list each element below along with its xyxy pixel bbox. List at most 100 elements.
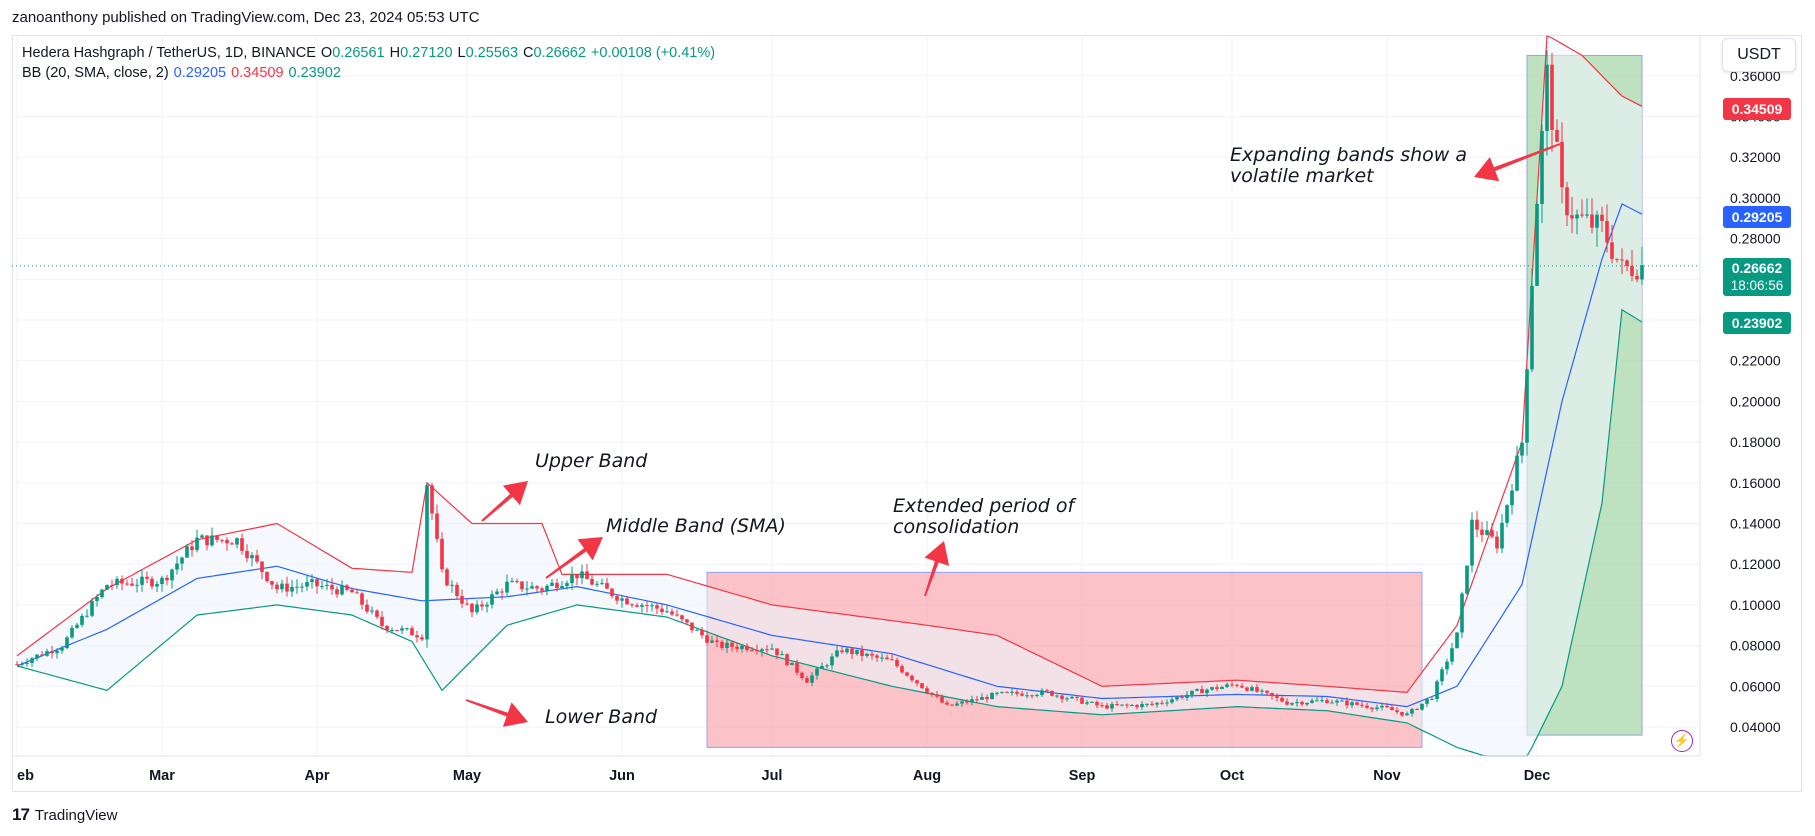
candle-body — [1070, 696, 1074, 699]
candle-body — [1310, 700, 1314, 703]
candle-body — [430, 485, 434, 514]
candle-body — [1090, 701, 1094, 703]
time-tick-label: eb — [17, 768, 34, 784]
bar-countdown: 18:06:56 — [1730, 278, 1784, 293]
candle-body — [1165, 702, 1169, 704]
candle-body — [1130, 705, 1134, 707]
candle-body — [1210, 687, 1214, 690]
candle-body — [935, 694, 939, 697]
candle-body — [110, 585, 114, 587]
candle-body — [490, 594, 494, 605]
brand-name: TradingView — [34, 806, 118, 824]
candle-body — [1050, 690, 1054, 696]
lower-band-arrow-icon — [465, 699, 528, 727]
candle-body — [870, 653, 874, 656]
candle-body — [285, 583, 289, 592]
annotation-upper-band[interactable]: Upper Band — [535, 450, 648, 472]
candle-body — [405, 628, 409, 630]
time-tick-label: May — [453, 768, 481, 784]
candle-body — [1200, 689, 1204, 694]
candle-body — [45, 651, 49, 656]
candle-body — [950, 704, 954, 706]
annotation-expanding[interactable]: Expanding bands show a volatile market — [1230, 145, 1467, 187]
candle-body — [1295, 702, 1299, 704]
candle-body — [630, 604, 634, 606]
candle-body — [395, 630, 399, 632]
candle-body — [580, 571, 584, 579]
candle-body — [55, 650, 59, 654]
candle-body — [1220, 686, 1224, 689]
candle-body — [290, 586, 294, 592]
candle-body — [1440, 669, 1444, 682]
last-price-tag: 0.26662 18:06:56 — [1723, 258, 1791, 296]
bb-label[interactable]: BB (20, SMA, close, 2) — [22, 65, 169, 81]
candle-body — [1315, 700, 1319, 702]
annotation-middle-band[interactable]: Middle Band (SMA) — [606, 515, 786, 537]
lightning-icon[interactable]: ⚡ — [1671, 730, 1693, 752]
middle-band-price-tag: 0.29205 — [1723, 206, 1791, 228]
candle-body — [1135, 705, 1139, 708]
candle-body — [850, 648, 854, 655]
candle-body — [80, 615, 84, 625]
candle-body — [345, 585, 349, 590]
candle-body — [1525, 369, 1529, 443]
candle-body — [1020, 693, 1024, 696]
annotation-consolidation-line2: consolidation — [893, 516, 1020, 538]
candle-body — [1380, 705, 1384, 708]
candle-body — [95, 597, 99, 602]
candle-body — [460, 596, 464, 604]
candle-body — [370, 610, 374, 612]
candle-body — [705, 635, 709, 643]
annotation-consolidation[interactable]: Extended period of consolidation — [893, 496, 1074, 538]
candle-body — [150, 578, 154, 587]
candle-body — [1360, 704, 1364, 706]
candle-body — [610, 588, 614, 597]
candle-body — [85, 615, 89, 617]
candle-body — [675, 614, 679, 616]
candle-body — [1580, 214, 1584, 216]
candle-body — [1080, 697, 1084, 704]
chart-frame[interactable] — [12, 35, 1802, 792]
candle-body — [335, 589, 339, 595]
tradingview-logo-icon: 17 — [12, 805, 30, 824]
candle-body — [1250, 687, 1254, 691]
candle-body — [130, 583, 134, 586]
bb-lower-line — [16, 308, 1643, 757]
footer-branding[interactable]: 17 TradingView — [12, 805, 117, 825]
price-tick-label: 0.06000 — [1730, 678, 1781, 694]
price-tick-label: 0.14000 — [1730, 516, 1781, 532]
candle-body — [1120, 704, 1124, 706]
candle-body — [990, 692, 994, 700]
candle-body — [1015, 691, 1019, 694]
candle-body — [955, 703, 959, 706]
candle-body — [1365, 705, 1369, 708]
candle-body — [920, 683, 924, 689]
candle-body — [1520, 442, 1524, 456]
middle-band-arrow-icon — [545, 537, 603, 579]
candle-body — [1465, 565, 1469, 594]
candle-body — [25, 662, 29, 664]
candle-body — [375, 610, 379, 617]
candle-body — [1340, 700, 1344, 702]
candle-body — [525, 588, 529, 590]
candle-body — [760, 649, 764, 652]
candle-body — [680, 615, 684, 620]
annotation-lower-band[interactable]: Lower Band — [545, 706, 658, 728]
candle-body — [790, 662, 794, 666]
candle-body — [695, 629, 699, 631]
candle-body — [745, 645, 749, 650]
upper-band-arrow-icon — [481, 481, 528, 522]
candle-body — [765, 649, 769, 651]
candle-body — [1000, 691, 1004, 693]
bb-lower-value: 0.23902 — [288, 65, 341, 81]
expanding-arrow-icon — [1474, 143, 1561, 182]
candle-body — [785, 654, 789, 666]
candle-body — [350, 589, 354, 593]
candle-body — [1195, 689, 1199, 691]
currency-button[interactable]: USDT — [1722, 38, 1796, 72]
symbol-label[interactable]: Hedera Hashgraph / TetherUS, 1D, BINANCE — [22, 45, 316, 61]
candle-body — [435, 513, 439, 539]
candle-body — [1505, 505, 1509, 523]
candle-body — [280, 583, 284, 590]
